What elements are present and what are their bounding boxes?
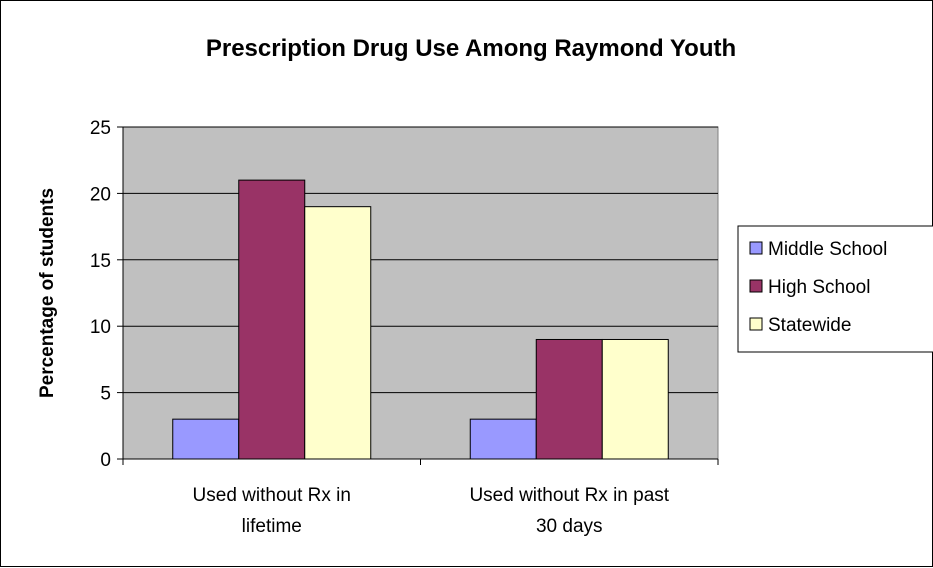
y-tick-label: 15 [90, 251, 111, 272]
x-category-label: 30 days [536, 516, 603, 537]
y-tick-label: 25 [90, 118, 111, 139]
legend-label: High School [768, 277, 870, 298]
bar-middle-school [469, 418, 537, 460]
legend-swatch [749, 317, 763, 331]
y-tick-label: 5 [100, 384, 111, 405]
legend: Middle School High School Statewide [737, 225, 933, 353]
y-tick-label: 0 [100, 450, 111, 471]
y-tick-label: 20 [90, 184, 111, 205]
chart-title: Prescription Drug Use Among Raymond Yout… [206, 35, 736, 62]
bar-high-school [238, 179, 306, 460]
legend-label: Statewide [768, 315, 851, 336]
bar-middle-school [172, 418, 240, 460]
x-category-label: Used without Rx in past [469, 485, 669, 506]
bar-statewide [601, 338, 669, 460]
x-category-label: lifetime [242, 516, 302, 537]
bar-statewide [304, 206, 372, 460]
legend-box [737, 225, 933, 353]
legend-label: Middle School [768, 239, 887, 260]
y-tick-label: 10 [90, 317, 111, 338]
legend-swatch [749, 279, 763, 293]
x-category-label: Used without Rx in [193, 485, 351, 506]
bar-high-school [535, 338, 603, 460]
plot-area: 0 5 10 15 20 25 Used without Rx in lifetime Used… [37, 118, 719, 537]
legend-swatch [749, 241, 763, 255]
y-axis-label: Percentage of students [37, 188, 58, 398]
